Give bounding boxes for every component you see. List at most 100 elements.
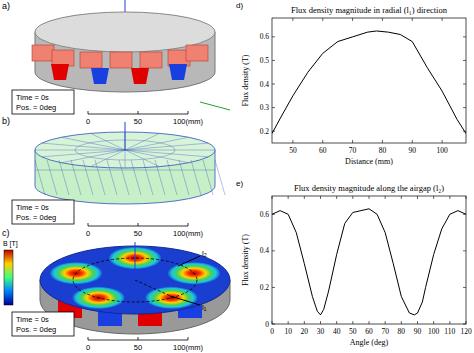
time-text: Time = 0s	[16, 203, 49, 212]
x-tick	[369, 321, 370, 324]
x-tick	[292, 140, 293, 143]
time-text: Time = 0s	[16, 93, 49, 102]
axis-arrow	[200, 102, 230, 110]
coil	[80, 52, 102, 68]
scale-tick	[138, 337, 139, 340]
plot-frame	[272, 18, 466, 143]
flux-spot	[145, 287, 197, 309]
y-tick	[463, 250, 466, 251]
scale-label: 100(mm)	[173, 229, 204, 238]
x-label: Angle (deg)	[350, 338, 389, 347]
x-tick	[433, 321, 434, 324]
x-tick	[412, 18, 413, 21]
x-tick	[352, 196, 353, 199]
mesh-line	[61, 150, 125, 163]
x-tick	[292, 18, 293, 21]
x-tick	[322, 18, 323, 21]
mesh-line	[71, 160, 81, 195]
mesh-line	[143, 160, 153, 195]
time-box	[12, 312, 74, 336]
coil	[186, 45, 208, 61]
x-tick	[442, 140, 443, 143]
mesh-line	[47, 160, 57, 195]
mesh-line	[119, 160, 129, 195]
x-tick	[336, 321, 337, 324]
y-tick-label: 0.4	[260, 246, 270, 255]
mesh-line	[131, 160, 141, 195]
scale-tick	[138, 223, 139, 226]
y-tick-label: 0.6	[260, 210, 270, 219]
panel-label: e)	[236, 179, 243, 188]
chart-title: Flux density magnitude along the airgap …	[294, 183, 444, 193]
plot-frame	[272, 196, 466, 324]
mesh-line	[215, 160, 225, 195]
x-tick-label: 60	[365, 327, 373, 336]
scale-tick	[88, 111, 89, 114]
mesh-line	[125, 150, 126, 168]
scale-label: 0	[86, 343, 90, 352]
data-line	[272, 31, 466, 134]
x-tick	[412, 140, 413, 143]
x-tick	[401, 196, 402, 199]
panel-label: c)	[2, 228, 10, 238]
plot-data	[272, 209, 466, 315]
y-tick	[272, 287, 275, 288]
colorbar-title: B [T]	[3, 240, 18, 248]
mesh-line	[203, 160, 213, 195]
x-tick-label: 70	[381, 327, 389, 336]
y-tick	[272, 36, 275, 37]
pos-text: Pos. = 0deg	[16, 325, 56, 334]
scale-tick	[188, 337, 189, 340]
mesh-line	[155, 160, 165, 195]
data-line	[272, 209, 466, 315]
coil	[110, 52, 132, 68]
scale-tick	[88, 337, 89, 340]
pointer	[170, 296, 200, 305]
x-tick	[401, 321, 402, 324]
mesh-line	[125, 137, 189, 150]
y-tick-label: 0.2	[260, 127, 270, 136]
panel-label: a)	[2, 1, 10, 11]
x-tick-label: 30	[317, 327, 325, 336]
magnet	[169, 64, 187, 80]
mesh-line	[83, 160, 93, 195]
scale-tick	[138, 111, 139, 114]
x-tick	[352, 321, 353, 324]
y-tick	[463, 107, 466, 108]
colorbar	[4, 250, 13, 305]
x-tick	[417, 321, 418, 324]
path-l1	[135, 280, 175, 298]
y-tick-label: 0.5	[260, 56, 270, 65]
pos-text: Pos. = 0deg	[16, 103, 56, 112]
x-tick-label: 110	[444, 327, 455, 336]
y-tick	[272, 84, 275, 85]
y-tick	[463, 84, 466, 85]
y-tick	[463, 60, 466, 61]
x-tick-label: 20	[301, 327, 309, 336]
coil	[52, 50, 74, 66]
mesh-line	[59, 160, 69, 195]
time-box	[12, 200, 74, 224]
mesh-line	[107, 160, 117, 195]
x-tick-label: 70	[349, 146, 357, 155]
x-tick	[352, 140, 353, 143]
magnet	[51, 64, 69, 80]
time-text: Time = 0s	[16, 315, 49, 324]
mesh-line	[95, 160, 105, 195]
x-tick	[288, 321, 289, 324]
scale-label: 0	[86, 117, 90, 126]
figure: a)Time = 0sPos. = 0deg050100(mm)b)Time =…	[0, 0, 474, 353]
y-label: Flux density (T)	[241, 54, 250, 106]
path-label: l₂	[202, 249, 207, 258]
x-tick-label: 100	[428, 327, 440, 336]
x-tick	[417, 196, 418, 199]
x-tick	[433, 196, 434, 199]
scale-label: 0	[86, 229, 90, 238]
x-tick-label: 80	[398, 327, 406, 336]
scale-label: 100(mm)	[173, 343, 204, 352]
y-label: Flux density (T)	[241, 234, 250, 286]
mesh-line	[42, 150, 125, 157]
x-tick-label: 40	[333, 327, 341, 336]
x-tick	[449, 196, 450, 199]
plot-data	[272, 31, 466, 134]
